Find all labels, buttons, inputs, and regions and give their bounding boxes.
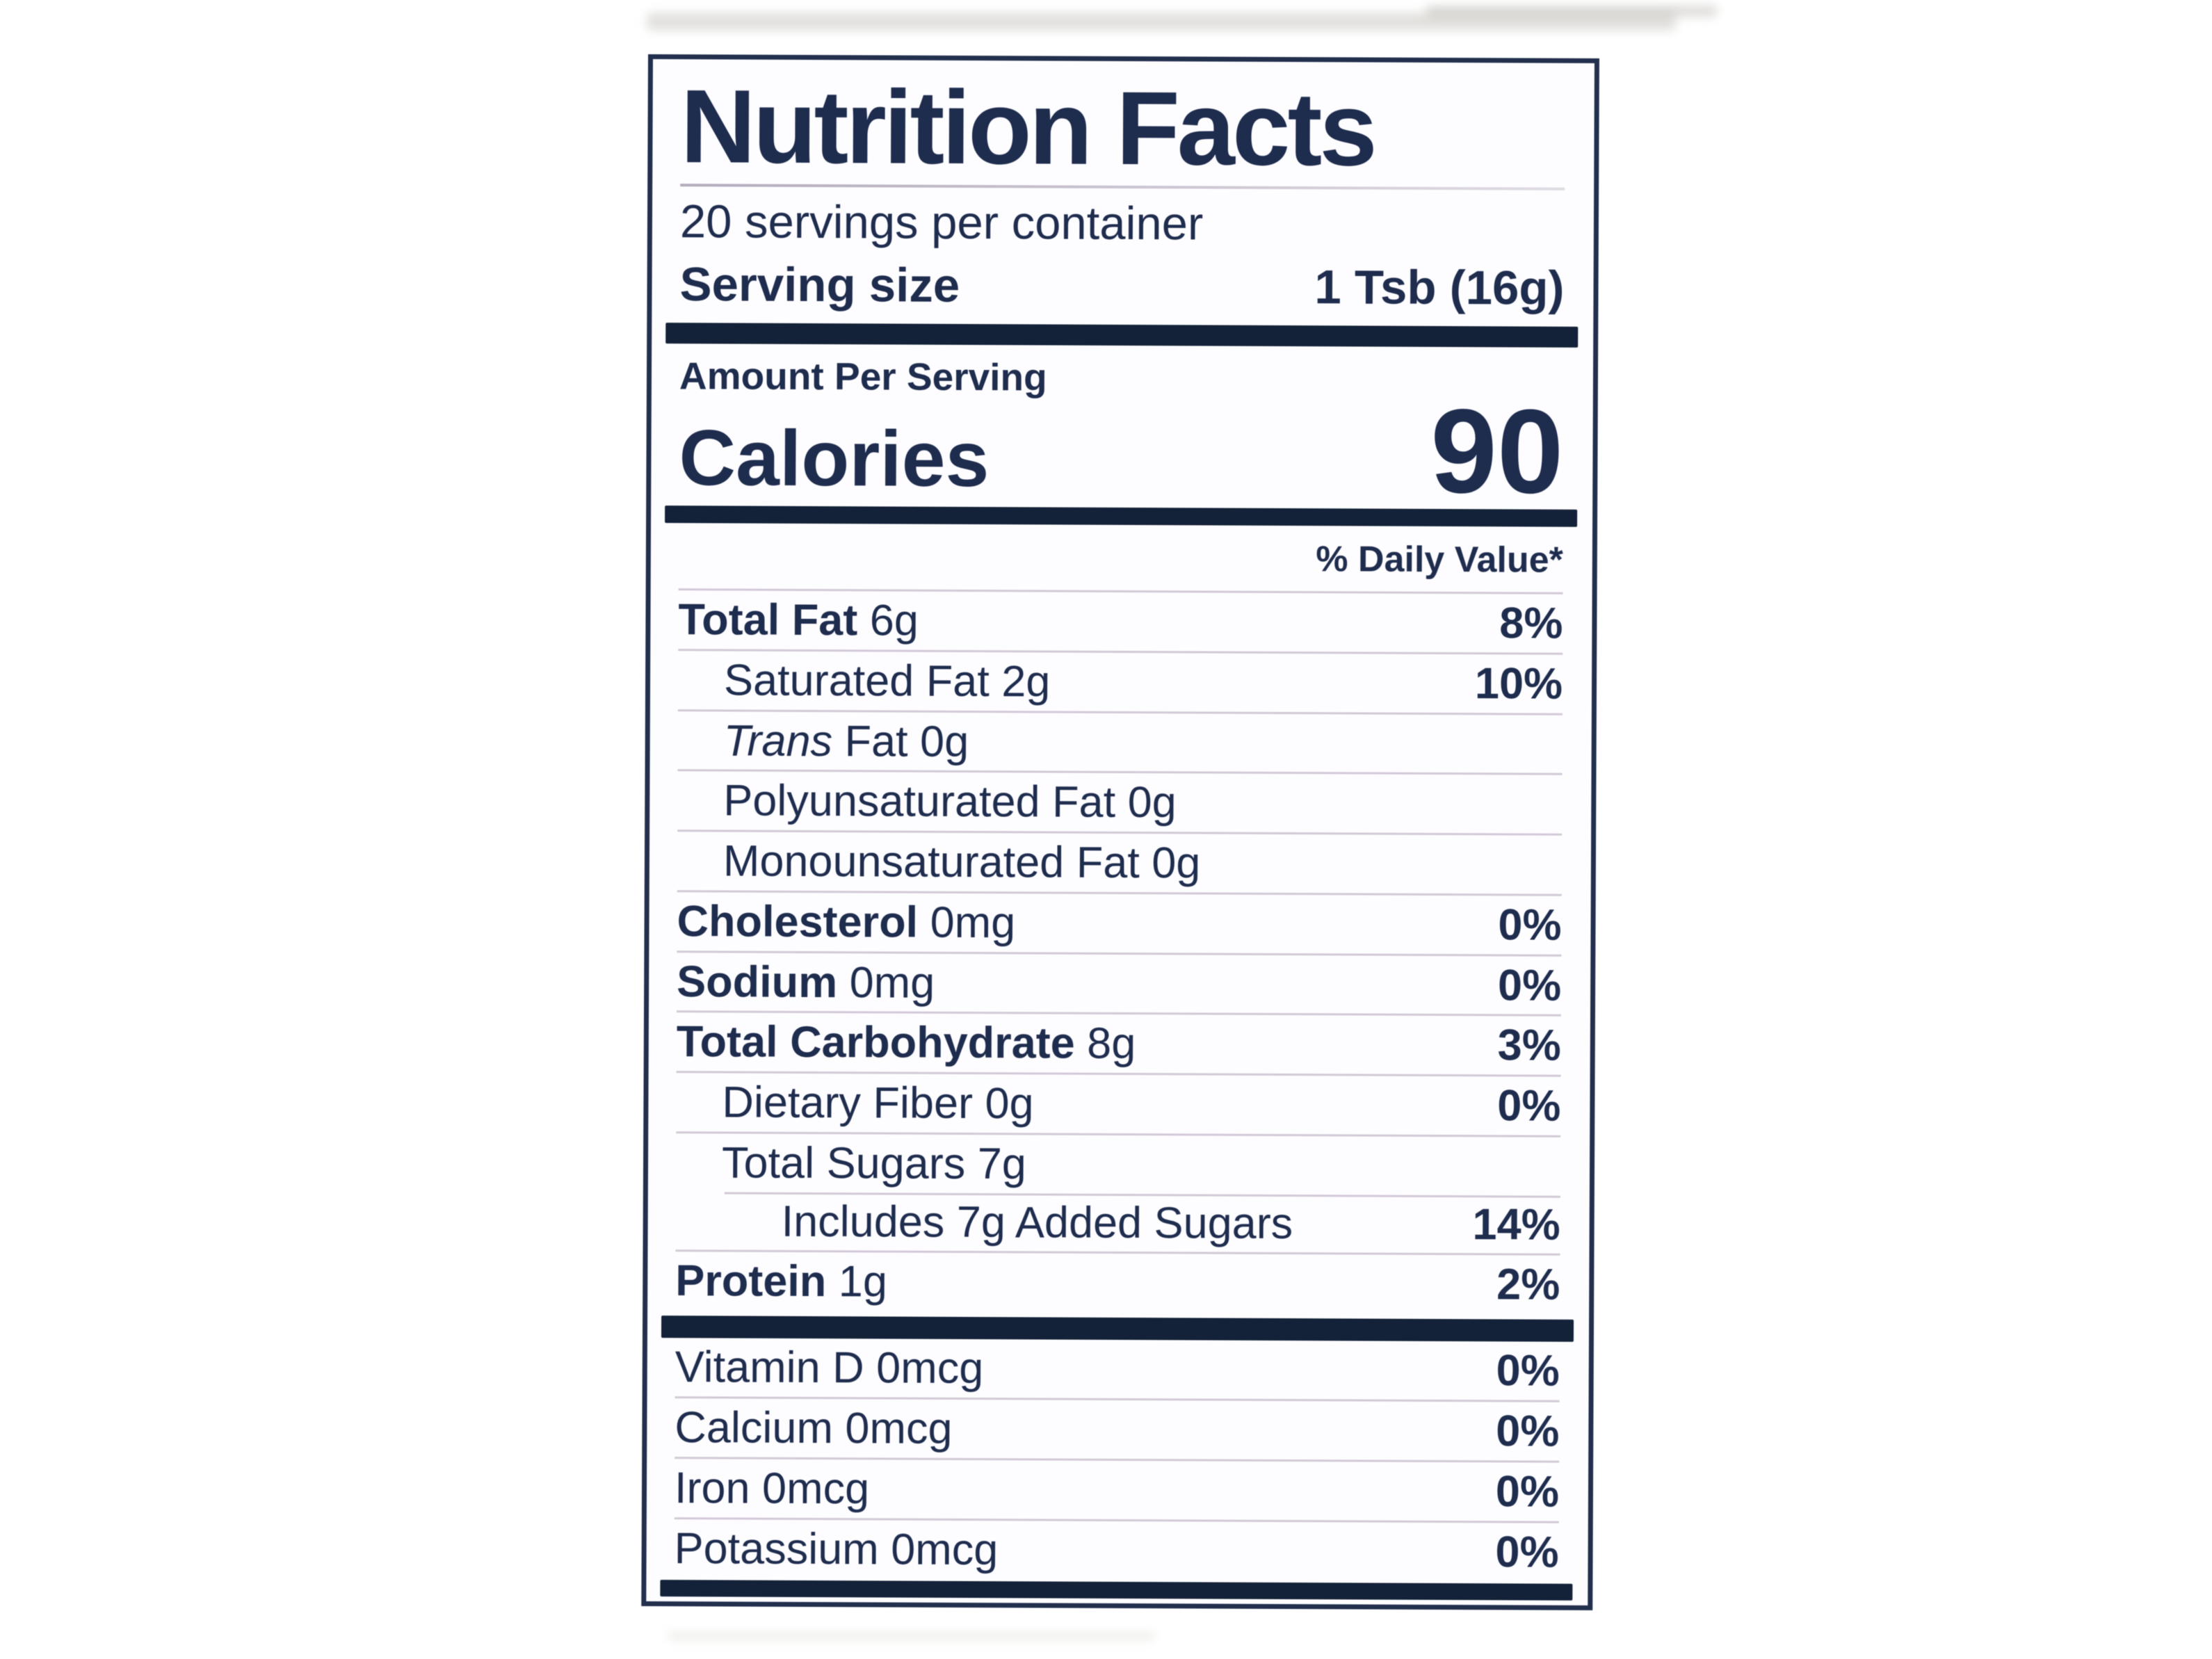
nutrient-name: Total Fat 6g	[678, 595, 919, 645]
nutrient-name: Polyunsaturated Fat 0g	[723, 776, 1177, 827]
nutrient-row-polyunsaturated-fat: Polyunsaturated Fat 0g	[677, 769, 1563, 834]
nutrient-name: Total Sugars 7g	[721, 1138, 1026, 1189]
footnote-line: *The % Daily Value (DV) tells you how mu…	[674, 1603, 1558, 1610]
servings-per-container: 20 servings per container	[679, 195, 1204, 250]
nutrient-percent: 0%	[1498, 900, 1562, 950]
nutrient-row-total-sugars: Total Sugars 7g	[675, 1131, 1561, 1196]
nutrient-name: Includes 7g Added Sugars	[781, 1197, 1293, 1248]
nutrient-name: Saturated Fat 2g	[723, 656, 1051, 706]
nutrient-name: Dietary Fiber 0g	[722, 1078, 1034, 1128]
nutrient-name: Cholesterol 0mg	[677, 897, 1016, 948]
micronutrient-row-iron: Iron 0mcg 0%	[674, 1456, 1560, 1521]
daily-value-header: % Daily Value*	[678, 528, 1564, 594]
micronutrient-row-calcium: Calcium 0mcg 0%	[675, 1396, 1560, 1461]
micronutrient-percent: 0%	[1496, 1407, 1560, 1456]
nutrient-percent: 2%	[1496, 1260, 1560, 1310]
scan-artifact-bottom	[668, 1633, 1154, 1640]
nutrient-row-cholesterol: Cholesterol 0mg 0%	[677, 890, 1562, 955]
nutrient-name: Sodium 0mg	[677, 957, 935, 1007]
micronutrient-name: Calcium 0mcg	[675, 1403, 953, 1453]
nutrient-name: Monounsaturated Fat 0g	[722, 836, 1201, 888]
nutrient-row-trans-fat: Trans Fat 0g	[677, 709, 1563, 774]
nutrient-name: Protein 1g	[675, 1256, 888, 1306]
scan-artifact-top-right	[1426, 6, 1718, 17]
nutrient-percent: 0%	[1497, 960, 1562, 1010]
nutrient-percent: 3%	[1497, 1021, 1561, 1071]
nutrient-rows: Total Fat 6g 8% Saturated Fat 2g 10% Tra…	[675, 590, 1563, 1314]
nutrient-row-total-carbohydrate: Total Carbohydrate 8g 3%	[676, 1010, 1561, 1075]
nutrient-name: Total Carbohydrate 8g	[676, 1017, 1136, 1069]
micronutrient-row-vitamin-d: Vitamin D 0mcg 0%	[675, 1338, 1560, 1400]
micronutrient-rows: Vitamin D 0mcg 0% Calcium 0mcg 0% Iron 0…	[674, 1338, 1560, 1582]
micronutrient-name: Vitamin D 0mcg	[675, 1343, 984, 1393]
serving-size-value: 1 Tsb (16g)	[1314, 260, 1565, 315]
micronutrient-name: Iron 0mcg	[674, 1463, 870, 1514]
nutrient-percent: 0%	[1497, 1081, 1561, 1131]
micronutrient-percent: 0%	[1495, 1467, 1560, 1516]
nutrient-percent: 8%	[1499, 599, 1563, 648]
micronutrient-percent: 0%	[1496, 1346, 1560, 1395]
nutrient-row-protein: Protein 1g 2%	[675, 1249, 1560, 1314]
nutrient-row-added-sugars: Includes 7g Added Sugars 14%	[675, 1192, 1560, 1254]
calories-row: Calories 90	[679, 384, 1564, 519]
label-title: Nutrition Facts	[680, 67, 1375, 188]
micronutrient-row-potassium: Potassium 0mcg 0%	[674, 1516, 1559, 1582]
calories-label: Calories	[679, 414, 990, 503]
micronutrient-percent: 0%	[1495, 1527, 1559, 1577]
nutrient-row-total-fat: Total Fat 6g 8%	[678, 590, 1563, 652]
scan-artifact-top	[647, 13, 1676, 31]
serving-size-label: Serving size	[679, 257, 960, 312]
nutrient-row-saturated-fat: Saturated Fat 2g 10%	[677, 648, 1563, 713]
nutrition-facts-label: Nutrition Facts 20 servings per containe…	[641, 54, 1599, 1610]
nutrient-row-dietary-fiber: Dietary Fiber 0g 0%	[676, 1071, 1561, 1135]
calories-value: 90	[1430, 384, 1564, 519]
nutrient-row-monounsaturated-fat: Monounsaturated Fat 0g	[677, 830, 1563, 894]
micronutrient-name: Potassium 0mcg	[674, 1523, 999, 1574]
serving-size-row: Serving size 1 Tsb (16g)	[679, 257, 1564, 316]
nutrient-name: Trans Fat 0g	[723, 716, 969, 766]
nutrient-row-sodium: Sodium 0mg 0%	[676, 950, 1562, 1015]
thick-divider-bar	[665, 323, 1579, 348]
nutrient-percent: 14%	[1472, 1199, 1560, 1249]
nutrient-percent: 10%	[1474, 658, 1563, 709]
